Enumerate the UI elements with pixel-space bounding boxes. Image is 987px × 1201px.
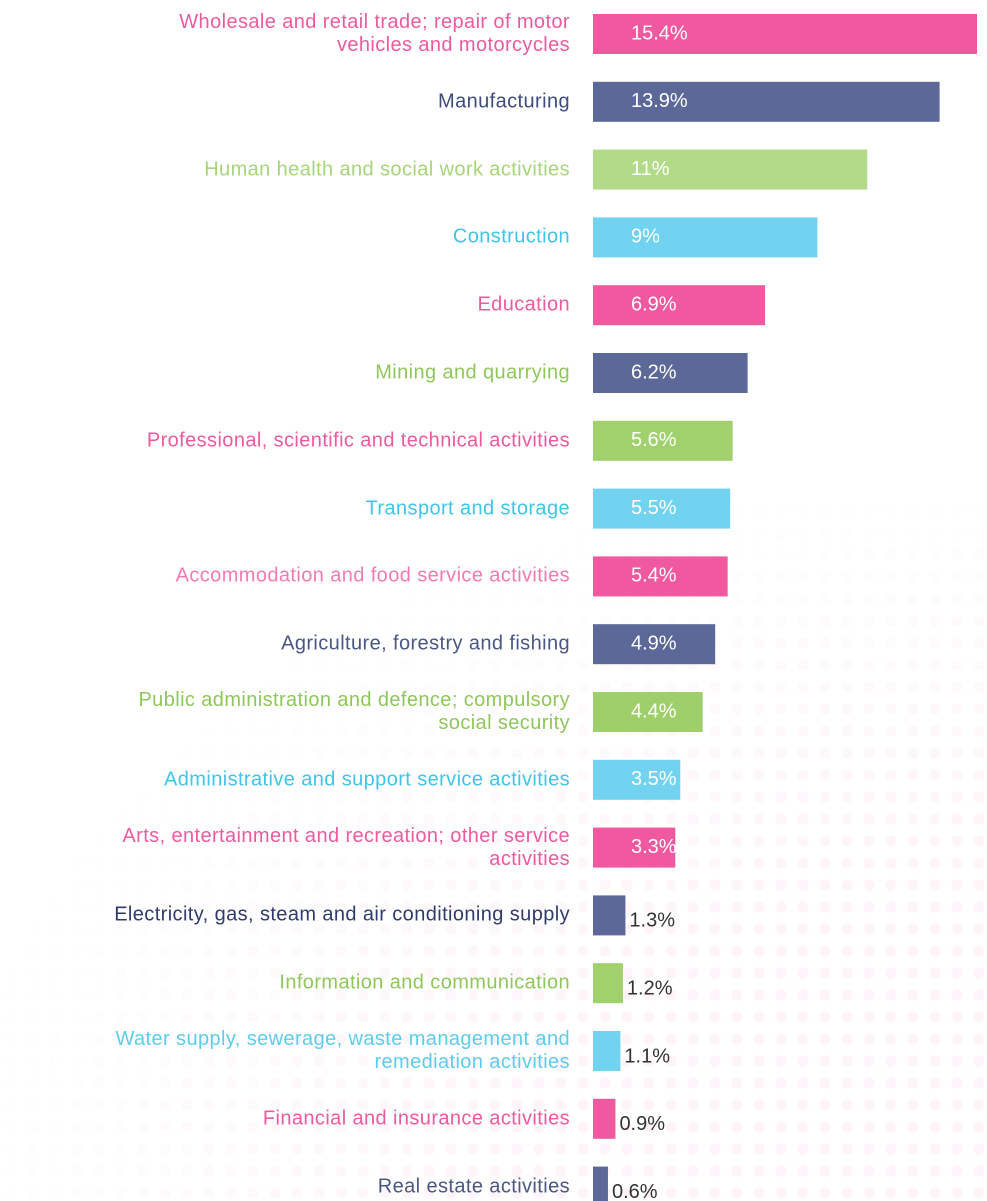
value-label: 0.9% (619, 1113, 665, 1135)
category-label: Information and communication (279, 971, 570, 994)
value-label: 3.5% (631, 768, 677, 790)
category-label: Professional, scientific and technical a… (146, 429, 570, 452)
value-label: 13.9% (631, 90, 688, 112)
category-label: Public administration and defence; compu… (138, 689, 570, 734)
category-label: Agriculture, forestry and fishing (281, 632, 570, 655)
value-label: 5.5% (631, 497, 677, 519)
value-label: 4.9% (631, 632, 677, 654)
bar (593, 624, 716, 665)
value-label: 15.4% (631, 22, 688, 44)
value-label: 5.4% (631, 565, 677, 587)
bar (593, 556, 728, 597)
bar (593, 285, 766, 326)
bar (593, 1031, 621, 1071)
bar (593, 488, 731, 529)
value-label: 0.6% (612, 1181, 658, 1201)
bar (593, 420, 733, 461)
bar (593, 217, 818, 258)
category-label: Transport and storage (365, 497, 570, 520)
value-label: 6.2% (631, 361, 677, 383)
category-label: Education (477, 293, 570, 316)
category-label: Real estate activities (377, 1175, 570, 1198)
background-pattern (0, 500, 987, 1201)
category-label: Administrative and support service activ… (164, 768, 570, 791)
value-label: 3.3% (631, 836, 677, 858)
bar (593, 149, 868, 190)
category-label: Construction (452, 225, 570, 248)
category-label: Financial and insurance activities (262, 1107, 570, 1130)
category-label: Electricity, gas, steam and air conditio… (114, 903, 570, 926)
bar (593, 692, 703, 732)
category-label: Arts, entertainment and recreation; othe… (122, 824, 570, 870)
bar (593, 1098, 616, 1139)
bar (593, 14, 977, 54)
value-label: 4.4% (631, 700, 677, 722)
category-label: Human health and social work activities (204, 158, 570, 181)
bar (593, 81, 940, 122)
category-label: Wholesale and retail trade; repair of mo… (179, 11, 570, 56)
value-label: 1.3% (629, 910, 675, 932)
bar (593, 827, 676, 868)
value-label: 1.2% (627, 977, 673, 999)
category-label: Accommodation and food service activitie… (175, 564, 570, 587)
category-label: Manufacturing (438, 90, 570, 113)
value-label: 11% (631, 158, 670, 180)
value-label: 1.1% (624, 1045, 670, 1067)
bar (593, 759, 681, 800)
value-label: 5.6% (631, 429, 677, 451)
bar (593, 963, 623, 1004)
value-label: 9% (631, 226, 660, 248)
category-label: Water supply, sewerage, waste management… (115, 1028, 570, 1073)
value-label: 6.9% (631, 293, 677, 315)
bar (593, 1166, 608, 1201)
bar (593, 353, 748, 393)
bar (593, 895, 626, 936)
category-label: Mining and quarrying (375, 361, 570, 384)
